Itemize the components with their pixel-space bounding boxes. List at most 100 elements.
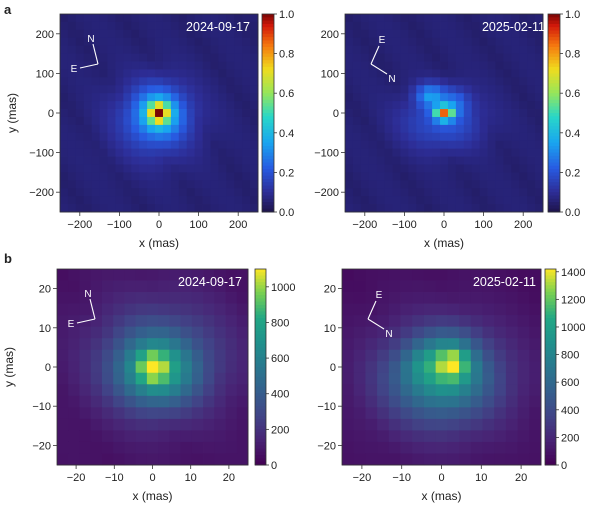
heatmap-cell [99,29,108,39]
heatmap-cell [435,453,448,466]
heatmap-cell [202,172,211,181]
heatmap-cell [529,418,542,431]
heatmap-cell [459,280,472,293]
heatmap-cell [424,14,433,23]
heatmap-cell [147,109,156,118]
heatmap-cell [218,93,227,102]
colorbar-segment [545,278,556,283]
heatmap-cell [83,109,93,118]
heatmap-cell [487,172,496,181]
heatmap-cell [511,196,520,205]
heatmap-cell [495,21,504,31]
heatmap-cell [203,453,215,466]
heatmap-cell [470,315,483,328]
heatmap-cell [384,93,393,102]
heatmap-cell [495,77,504,86]
heatmap-cell [79,395,92,408]
heatmap-cell [68,407,80,420]
heatmap-cell [447,45,457,54]
heatmap-cell [91,29,100,39]
heatmap-cell [169,292,181,304]
heatmap-cell [91,188,100,197]
heatmap-cell [115,156,124,165]
heatmap-cell [494,407,507,420]
heatmap-cell [459,430,472,443]
colorbar-segment [545,321,556,326]
heatmap-cell [99,69,108,78]
colorbar-segment [545,288,556,293]
heatmap-cell [139,37,148,47]
colorbar-tick-label: 0.4 [565,128,580,140]
panel-label-a: a [4,2,12,17]
date-label: 2025-02-11 [473,275,536,289]
heatmap-cell [345,14,354,23]
colorbar-segment [548,20,560,25]
heatmap-cell [170,109,180,118]
heatmap-cell [99,93,108,102]
heatmap-cell [226,132,235,142]
heatmap-cell [459,292,472,304]
heatmap-cell [455,172,465,181]
heatmap-cell [155,61,164,70]
heatmap-cell [162,109,172,118]
heatmap-cell [250,140,259,150]
heatmap-cell [99,45,108,54]
heatmap-cell [225,280,238,293]
heatmap-cell [162,148,172,157]
heatmap-cell [158,269,170,281]
heatmap-cell [158,361,170,374]
heatmap-cell [146,395,159,408]
heatmap-cell [412,372,425,385]
date-label: 2025-02-11 [482,20,545,34]
heatmap-cell [79,349,92,362]
heatmap-cell [107,109,116,118]
heatmap-cell [115,196,124,205]
heatmap-cell [519,132,528,142]
heatmap-cell [384,101,393,110]
heatmap-cell [447,109,457,118]
heatmap-cell [191,384,204,397]
heatmap-cell [471,45,481,54]
heatmap-cell [202,109,211,118]
heatmap-cell [511,164,520,173]
heatmap-cell [517,395,530,408]
heatmap-cell [408,14,417,23]
heatmap-cell [535,21,544,31]
heatmap-cell [519,69,528,78]
heatmap-cell [432,156,441,165]
heatmap-cell [408,29,417,39]
heatmap-cell [146,430,159,443]
heatmap-cell [345,45,354,54]
heatmap-cell [376,101,385,110]
heatmap-cell [424,116,433,126]
heatmap-cell [191,418,204,431]
heatmap-cell [487,69,496,78]
heatmap-cell [408,101,417,110]
heatmap-cell [529,361,542,374]
heatmap-cell [242,85,251,94]
heatmap-cell [503,29,512,39]
heatmap-cell [495,164,504,173]
heatmap-cell [392,204,401,213]
heatmap-cell [535,180,544,189]
colorbar-segment [255,275,266,280]
heatmap-cell [519,188,528,197]
heatmap-cell [234,29,243,39]
heatmap-cell [535,188,544,197]
heatmap-cell [123,77,132,86]
heatmap-cell [495,132,504,142]
heatmap-cell [376,180,385,189]
heatmap-cell [169,418,181,431]
heatmap-cell [482,303,495,316]
heatmap-cell [376,109,385,118]
heatmap-cell [191,361,204,374]
heatmap-cell [392,45,401,54]
heatmap-cell [75,21,85,31]
heatmap-cell [113,303,125,316]
heatmap-cell [408,77,417,86]
heatmap-cell [519,172,528,181]
heatmap-cell [234,140,243,150]
heatmap-cell [376,172,385,181]
heatmap-cell [400,21,409,31]
heatmap-cell [342,361,355,374]
